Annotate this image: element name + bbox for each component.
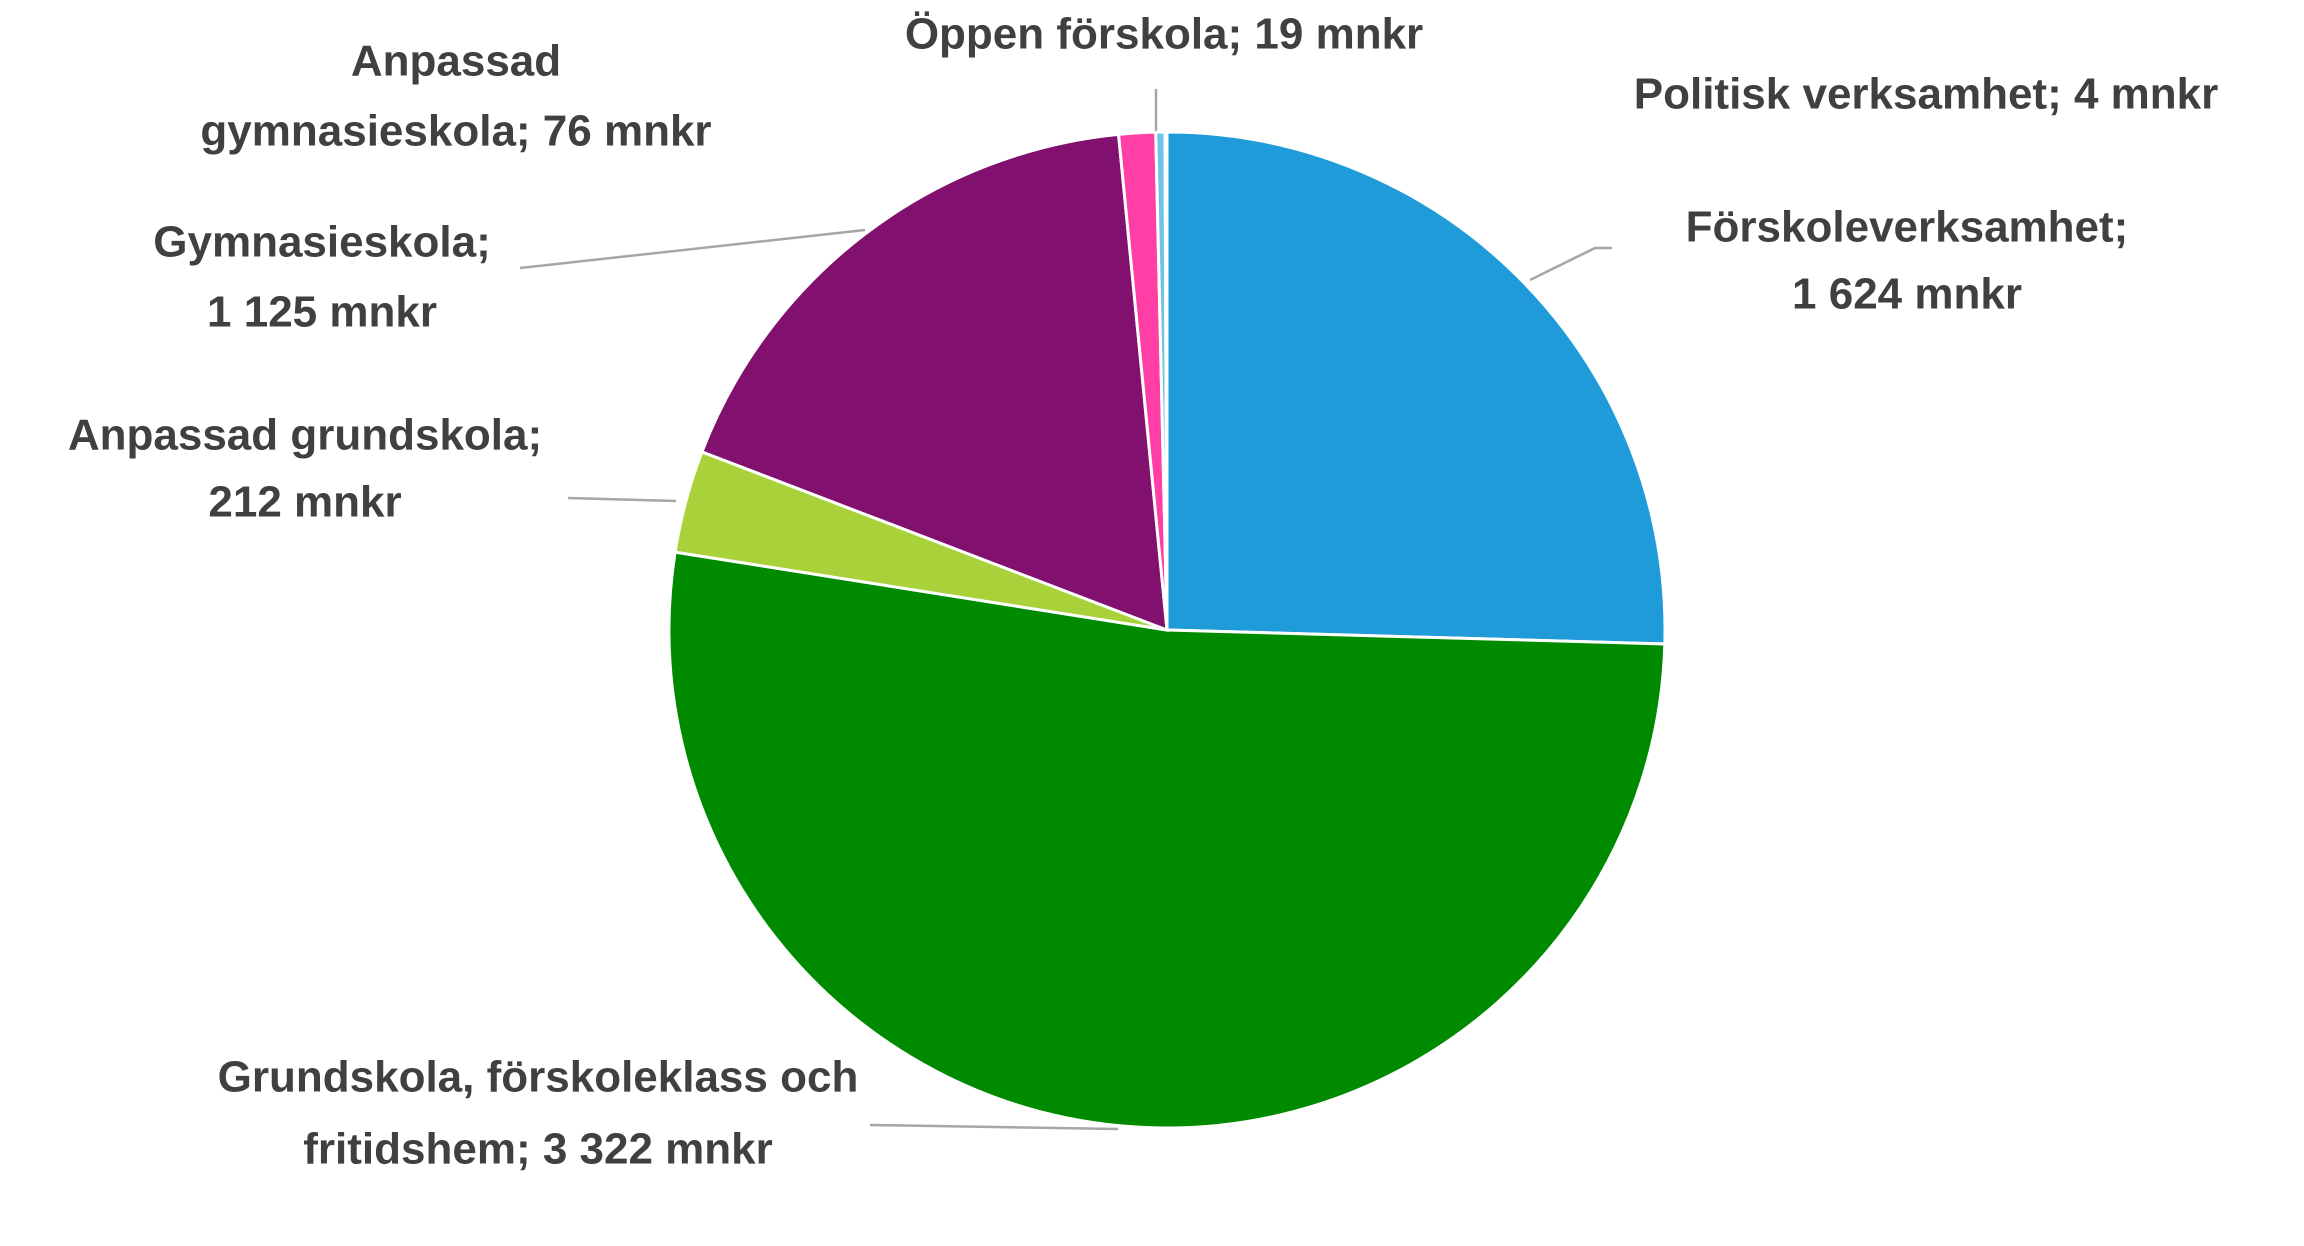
leader-line	[567, 496, 677, 503]
pie-slice	[1163, 130, 1169, 631]
data-label: Förskoleverksamhet;	[1686, 203, 2129, 252]
data-label: Öppen förskola; 19 mnkr	[905, 10, 1423, 59]
leader-line	[1529, 246, 1612, 282]
data-label: fritidshem; 3 322 mnkr	[303, 1125, 773, 1174]
data-label: Politisk verksamhet; 4 mnkr	[1634, 70, 2218, 119]
pie-slice	[667, 550, 1667, 1130]
data-label: 1 125 mnkr	[207, 288, 437, 337]
data-label: gymnasieskola; 76 mnkr	[200, 107, 711, 156]
data-label: 1 624 mnkr	[1792, 270, 2022, 319]
data-label: Gymnasieskola;	[153, 218, 491, 267]
data-label: Grundskola, förskoleklass och	[218, 1053, 859, 1102]
pie-slice	[1165, 130, 1667, 646]
data-label: Anpassad grundskola;	[68, 411, 542, 460]
data-label: 212 mnkr	[208, 478, 401, 527]
pie-slice	[700, 132, 1169, 633]
leader-line	[519, 228, 866, 270]
data-label: Anpassad	[351, 37, 561, 86]
leader-line	[869, 1123, 1119, 1131]
